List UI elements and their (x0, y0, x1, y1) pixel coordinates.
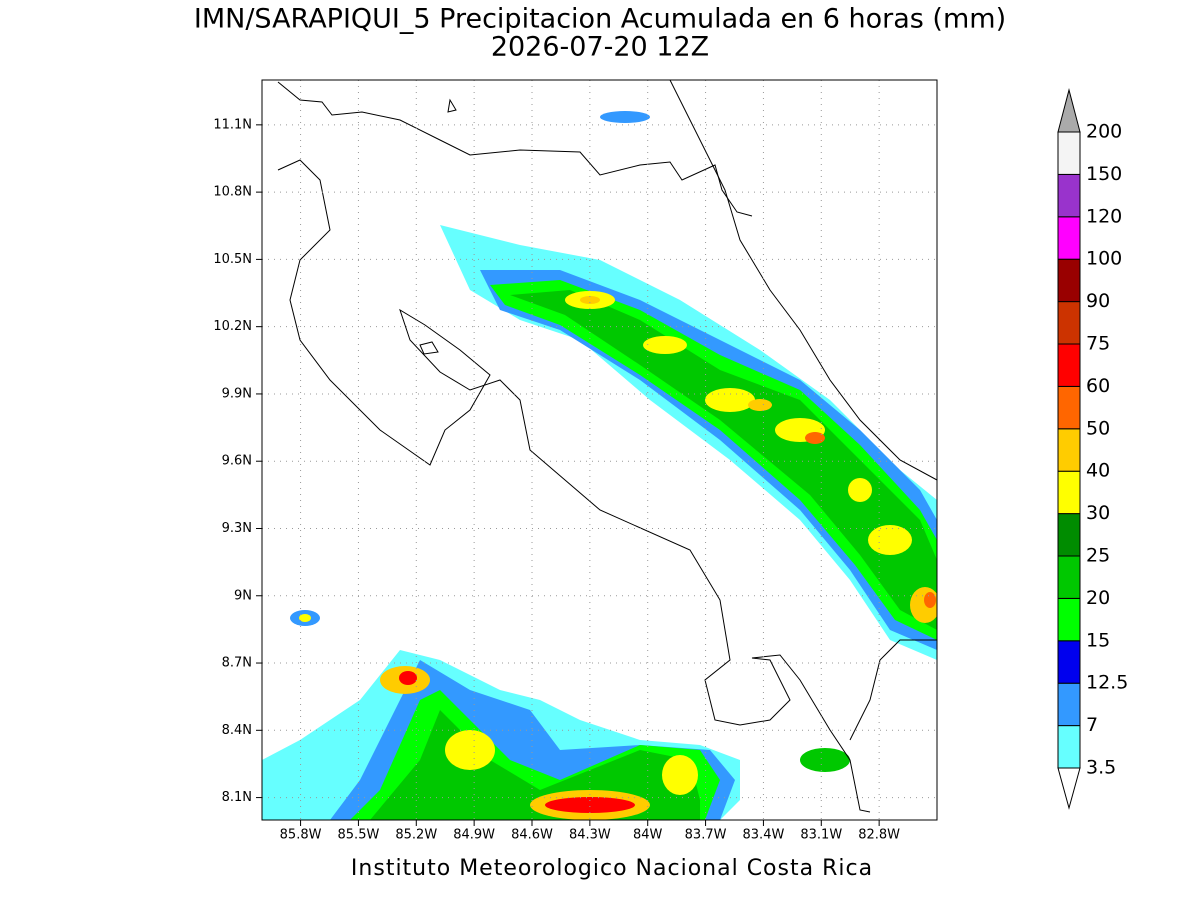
colorbar-label: 30 (1086, 502, 1110, 524)
colorbar-label: 100 (1086, 248, 1122, 270)
colorbar-box (1057, 385, 1081, 430)
colorbar-under (1057, 767, 1081, 810)
lon-tick-label: 84.9W (453, 828, 495, 843)
colorbar-label: 75 (1086, 333, 1110, 355)
subtitle: 2026-07-20 12Z (491, 32, 709, 63)
lon-tick-label: 84W (633, 828, 663, 843)
colorbar-label: 60 (1086, 375, 1110, 397)
grid: 8.1N 8.4N 8.7N 9N 9.3N 9.6N 9.9N 10.2N 10.5N 10.8… (213, 80, 937, 843)
colorbar-label: 15 (1086, 629, 1110, 651)
colorbar: 3.5 7 12.5 15 20 25 30 40 50 60 75 90 100 120 150 200 (1057, 88, 1128, 810)
colorbar-box (1057, 640, 1081, 684)
colorbar-box (1057, 597, 1081, 642)
lat-tick-label: 8.4N (222, 723, 252, 738)
colorbar-box (1057, 470, 1081, 515)
precipitation-field (262, 111, 937, 820)
lat-tick-label: 10.8N (213, 185, 252, 200)
lat-tick-label: 9.3N (222, 521, 252, 536)
colorbar-label: 7 (1086, 714, 1098, 736)
lon-tick-label: 83.4W (743, 828, 785, 843)
map-frame (261, 79, 938, 821)
colorbar-box (1057, 428, 1081, 472)
colorbar-label: 20 (1086, 587, 1110, 609)
colorbar-label: 150 (1086, 163, 1122, 185)
colorbar-label: 3.5 (1086, 757, 1116, 779)
lat-tick-label: 10.2N (213, 319, 252, 334)
lon-tick-label: 82.8W (858, 828, 900, 843)
colorbar-label: 120 (1086, 205, 1122, 227)
lon-tick-label: 85.5W (338, 828, 380, 843)
lon-tick-label: 84.6W (511, 828, 553, 843)
lat-tick-label: 9.9N (222, 386, 252, 401)
lon-tick-label: 85.8W (280, 828, 322, 843)
lat-tick-label: 9N (234, 588, 252, 603)
lat-tick-label: 9.6N (222, 454, 252, 469)
colorbar-label: 200 (1086, 121, 1122, 143)
colorbar-box (1057, 725, 1081, 769)
colorbar-label: 40 (1086, 460, 1110, 482)
lat-tick-label: 11.1N (213, 117, 252, 132)
coastline (277, 80, 937, 813)
colorbar-box (1057, 301, 1081, 345)
lat-tick-label: 8.7N (222, 656, 252, 671)
lat-tick-label: 10.5N (213, 252, 252, 267)
lon-tick-label: 84.3W (569, 828, 611, 843)
colorbar-over (1057, 88, 1081, 133)
colorbar-box (1057, 513, 1081, 557)
lon-tick-label: 83.7W (685, 828, 727, 843)
colorbar-box (1057, 343, 1081, 387)
colorbar-label: 90 (1086, 290, 1110, 312)
lon-tick-label: 85.2W (395, 828, 437, 843)
colorbar-box (1057, 682, 1081, 727)
lat-tick-label: 8.1N (222, 790, 252, 805)
colorbar-box (1057, 131, 1081, 175)
colorbar-label: 25 (1086, 545, 1110, 567)
colorbar-box (1057, 216, 1081, 260)
colorbar-box (1057, 555, 1081, 599)
colorbar-box (1057, 173, 1081, 218)
lon-tick-label: 83.1W (800, 828, 842, 843)
title: IMN/SARAPIQUI_5 Precipitacion Acumulada … (194, 4, 1006, 35)
colorbar-label: 12.5 (1086, 672, 1128, 694)
colorbar-box (1057, 258, 1081, 303)
footer: Instituto Meteorologico Nacional Costa R… (351, 856, 873, 881)
colorbar-label: 50 (1086, 417, 1110, 439)
